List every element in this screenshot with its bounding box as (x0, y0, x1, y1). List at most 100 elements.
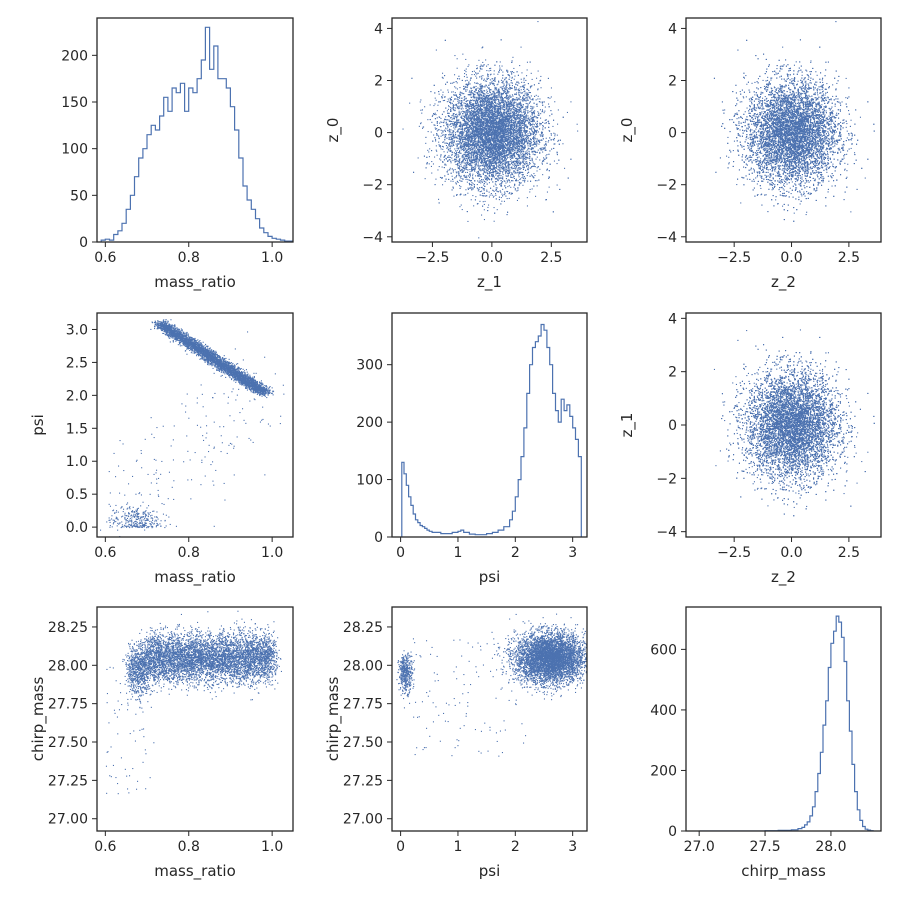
scatter-point (456, 155, 458, 157)
scatter-point (477, 114, 479, 116)
x-axis-label: mass_ratio (154, 273, 236, 292)
scatter-point (472, 175, 474, 177)
scatter-point (525, 109, 527, 111)
scatter-point (521, 140, 523, 142)
scatter-point (453, 195, 455, 197)
scatter-point (434, 156, 436, 158)
scatter-point (518, 155, 520, 157)
scatter-point (498, 92, 500, 94)
scatter-point (527, 112, 529, 114)
scatter-point (477, 111, 479, 113)
scatter-point (466, 113, 468, 115)
scatter-point (467, 187, 469, 189)
scatter-point (523, 110, 525, 112)
scatter-point (473, 114, 475, 116)
scatter-point (526, 141, 528, 143)
scatter-point (479, 109, 481, 111)
scatter-point (533, 154, 535, 156)
scatter-point (509, 118, 511, 120)
scatter-point (478, 124, 480, 126)
scatter-point (484, 80, 486, 82)
scatter-point (518, 172, 520, 174)
scatter-point (467, 129, 469, 131)
scatter-point (485, 119, 487, 121)
scatter-point (459, 121, 461, 123)
scatter-point (428, 156, 430, 158)
scatter-point (522, 120, 524, 122)
scatter-point (472, 178, 474, 180)
scatter-point (491, 118, 493, 120)
scatter-point (475, 175, 477, 177)
scatter-point (444, 180, 446, 182)
scatter-point (450, 162, 452, 164)
scatter-point (472, 135, 474, 137)
scatter-point (478, 166, 480, 168)
scatter-point (448, 134, 450, 136)
scatter-point (429, 148, 431, 150)
scatter-point (489, 175, 491, 177)
scatter-point (465, 167, 467, 169)
scatter-point (465, 143, 467, 145)
scatter-point (457, 181, 459, 183)
scatter-point (491, 146, 493, 148)
scatter-point (520, 110, 522, 112)
scatter-point (518, 158, 520, 160)
scatter-point (511, 105, 513, 107)
scatter-point (460, 186, 462, 188)
y-tick-label: 100 (61, 142, 88, 158)
scatter-point (471, 92, 473, 94)
scatter-point (456, 172, 458, 174)
scatter-point (498, 150, 500, 152)
scatter-point (527, 149, 529, 151)
scatter-point (519, 127, 521, 129)
plot-area (402, 21, 579, 239)
scatter-point (441, 177, 443, 179)
scatter-point (498, 163, 500, 165)
scatter-point (431, 121, 433, 123)
scatter-point (486, 189, 488, 191)
scatter-point (513, 164, 515, 166)
scatter-point (501, 193, 503, 195)
scatter-point (461, 209, 463, 211)
scatter-point (437, 104, 439, 106)
scatter-point (514, 113, 516, 115)
scatter-point (500, 177, 502, 179)
scatter-point (510, 131, 512, 133)
scatter-point (477, 163, 479, 165)
scatter-point (527, 95, 529, 97)
scatter-point (545, 142, 547, 144)
scatter-point (485, 119, 487, 121)
scatter-point (508, 96, 510, 98)
scatter-point (499, 67, 501, 69)
scatter-point (537, 111, 539, 113)
scatter-point (544, 106, 546, 108)
scatter-point (402, 128, 404, 130)
scatter-point (456, 95, 458, 97)
scatter-point (490, 125, 492, 127)
scatter-point (538, 139, 540, 141)
scatter-point (509, 88, 511, 90)
scatter-point (534, 146, 536, 148)
scatter-point (510, 157, 512, 159)
scatter-point (488, 104, 490, 106)
scatter-point (518, 174, 520, 176)
scatter-point (528, 118, 530, 120)
scatter-point (492, 158, 494, 160)
scatter-point (494, 102, 496, 104)
scatter-point (506, 190, 508, 192)
scatter-point (465, 157, 467, 159)
scatter-point (500, 116, 502, 118)
scatter-point (473, 140, 475, 142)
scatter-point (507, 91, 509, 93)
scatter-point (485, 123, 487, 125)
scatter-point (409, 102, 411, 104)
scatter-point (497, 106, 499, 108)
scatter-point (539, 123, 541, 125)
scatter-point (474, 165, 476, 167)
scatter-point (421, 112, 423, 114)
scatter-point (508, 172, 510, 174)
scatter-point (505, 122, 507, 124)
scatter-point (520, 46, 522, 48)
scatter-point (508, 144, 510, 146)
scatter-point (481, 168, 483, 170)
